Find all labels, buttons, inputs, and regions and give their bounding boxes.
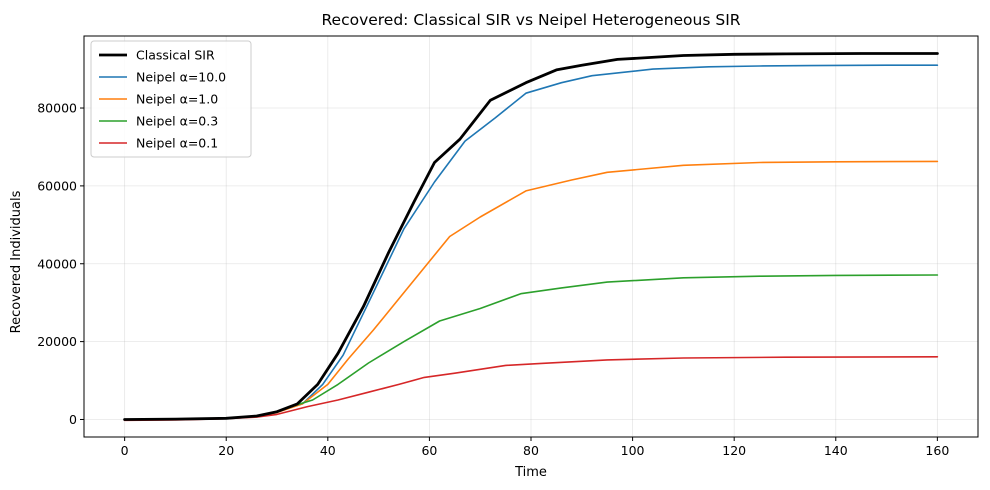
grid [84, 36, 978, 437]
y-tick-label: 40000 [37, 256, 77, 271]
x-tick-label: 60 [421, 443, 437, 458]
x-tick-label: 20 [218, 443, 234, 458]
legend-box [90, 40, 252, 158]
legend: Classical SIR Neipel α=10.0 Neipel α=1.0 Ne… [90, 40, 252, 158]
x-tick-label: 160 [925, 443, 949, 458]
series-line-0 [123, 52, 939, 421]
series-lines [123, 52, 939, 422]
y-axis-label: Recovered Individuals [9, 190, 24, 333]
x-axis-label: Time [514, 465, 547, 480]
x-tick-label: 40 [320, 443, 336, 458]
x-axis-ticks: 0 20 40 60 80 100 120 140 160 [121, 437, 949, 458]
x-tick-label: 0 [121, 443, 129, 458]
legend-label: Classical SIR [136, 48, 215, 63]
legend-label: Neipel α=0.3 [136, 114, 218, 129]
x-tick-label: 80 [523, 443, 539, 458]
legend-label: Neipel α=10.0 [136, 70, 226, 85]
y-axis-ticks: 0 20000 40000 60000 80000 [37, 101, 84, 427]
x-tick-label: 120 [722, 443, 746, 458]
legend-label: Neipel α=1.0 [136, 92, 218, 107]
y-tick-label: 0 [69, 412, 77, 427]
y-tick-label: 20000 [37, 334, 77, 349]
y-tick-label: 80000 [37, 101, 77, 116]
x-tick-label: 140 [824, 443, 848, 458]
chart-title: Recovered: Classical SIR vs Neipel Heter… [321, 11, 740, 29]
legend-label: Neipel α=0.1 [136, 136, 218, 151]
y-tick-label: 60000 [37, 178, 77, 193]
x-tick-label: 100 [621, 443, 645, 458]
